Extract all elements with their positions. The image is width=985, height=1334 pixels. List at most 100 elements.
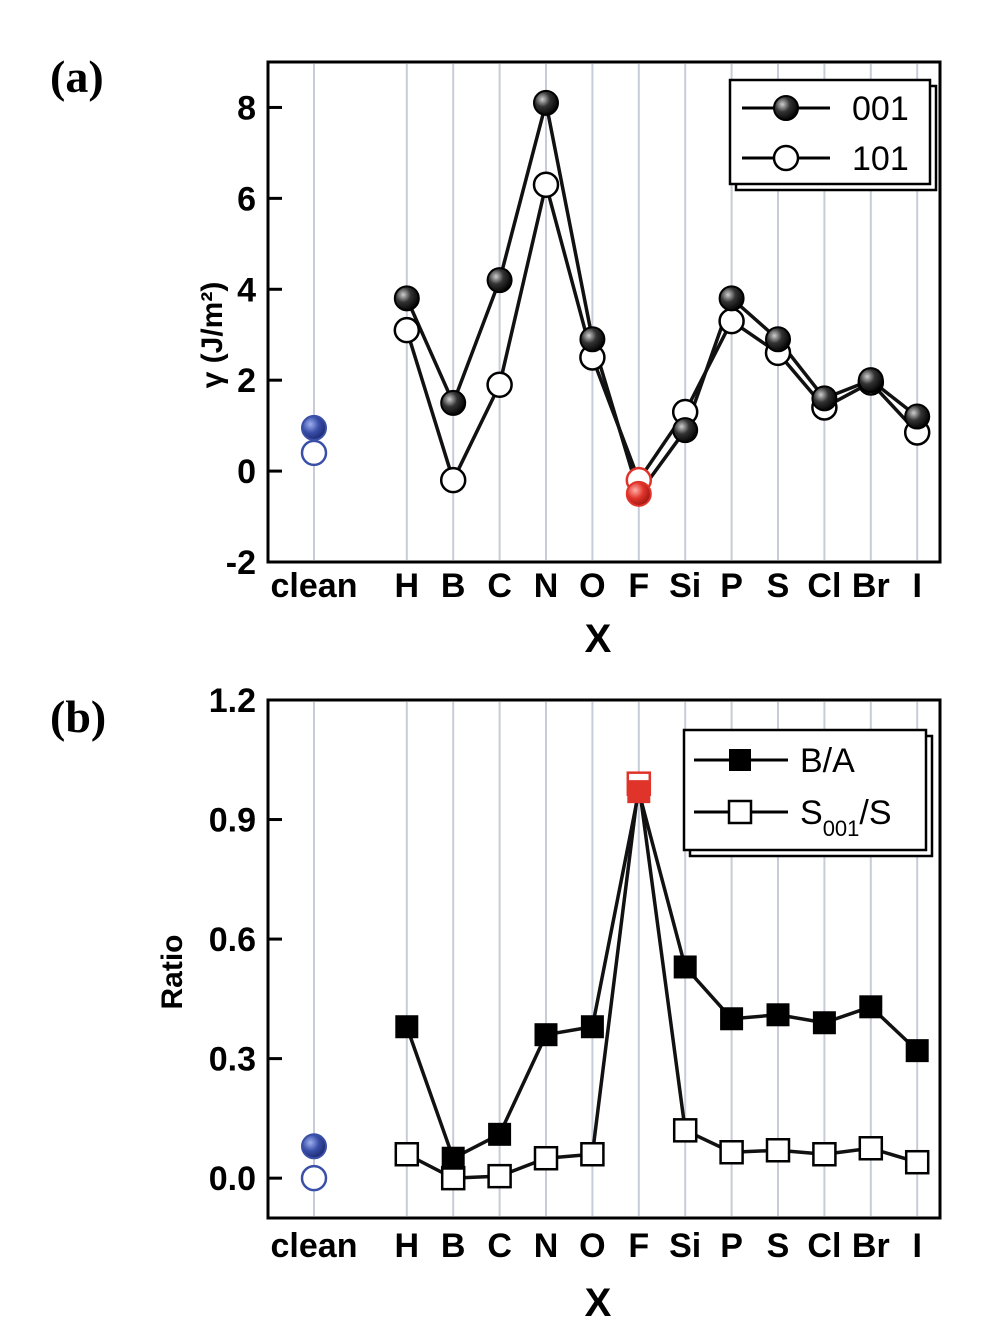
x-tick-label-a: O xyxy=(579,567,605,605)
data-point-a-0-Si xyxy=(672,417,699,444)
data-point-b-0-N xyxy=(534,1023,558,1047)
y-tick-label-a: 0 xyxy=(237,453,256,491)
data-point-b-0-Br xyxy=(859,995,883,1019)
x-tick-label-b: Cl xyxy=(807,1227,841,1265)
x-tick-label-a: S xyxy=(767,567,790,605)
data-point-b-0-B xyxy=(441,1146,465,1170)
points-a xyxy=(300,89,931,507)
x-tick-label-b: Br xyxy=(852,1227,890,1265)
data-point-b-0-C xyxy=(488,1122,512,1146)
panel-label-b: (b) xyxy=(50,691,106,742)
data-point-b-1-H xyxy=(394,1141,420,1167)
legend-label-s001: S001/S xyxy=(800,794,892,841)
data-point-b-0-clean xyxy=(301,1133,327,1160)
x-tick-label-b: N xyxy=(534,1227,559,1265)
y-tick-label-a: 6 xyxy=(237,180,256,218)
legend-marker-s001 xyxy=(727,799,753,825)
legend-label-001: 001 xyxy=(852,90,909,128)
x-tick-label-b: O xyxy=(579,1227,605,1265)
legend-marker-001 xyxy=(773,95,799,121)
data-point-b-1-Si xyxy=(672,1118,698,1143)
data-point-b-1-Cl xyxy=(812,1141,837,1167)
legend-label-101: 101 xyxy=(852,140,909,178)
x-ticks-b: clean H B C N O F Si P S Cl Br I xyxy=(271,1227,922,1265)
data-point-b-1-N xyxy=(533,1145,559,1171)
data-point-a-0-S xyxy=(765,326,791,353)
data-point-a-1-P xyxy=(718,307,745,335)
x-tick-label-b: C xyxy=(487,1227,512,1265)
y-ticks-b: 0.0 0.3 0.6 0.9 1.2 xyxy=(209,682,282,1198)
x-tick-label-b: I xyxy=(912,1227,921,1265)
y-tick-label-a: 2 xyxy=(237,362,256,400)
x-axis-title-a: X xyxy=(585,617,612,661)
x-tick-label-b: S xyxy=(767,1227,790,1265)
data-point-a-1-N xyxy=(532,171,560,198)
data-point-a-0-clean xyxy=(301,414,327,441)
x-tick-label-a: I xyxy=(912,567,921,605)
x-tick-label-a: F xyxy=(628,567,649,605)
data-point-a-1-H xyxy=(393,316,421,344)
y-tick-label-b: 1.2 xyxy=(209,682,256,720)
data-point-b-0-P xyxy=(720,1007,744,1031)
y-tick-label-b: 0.9 xyxy=(209,802,256,840)
x-axis-title-b: X xyxy=(585,1281,612,1325)
data-point-b-1-C xyxy=(487,1163,512,1189)
data-point-a-0-Cl xyxy=(811,385,838,412)
x-tick-label-a: clean xyxy=(271,567,358,605)
y-axis-label-a: γ (J/m²) xyxy=(196,282,229,389)
panel-b: (b) Ratio 0.0 0.3 0.6 0.9 1.2 clean H B C N O F Si P… xyxy=(50,682,942,1325)
y-tick-label-b: 0.3 xyxy=(209,1041,256,1079)
data-point-b-0-Cl xyxy=(812,1011,836,1035)
data-point-b-0-O xyxy=(580,1015,604,1039)
plot-frame-b xyxy=(266,698,942,1220)
y-axis-label-b: Ratio xyxy=(156,935,189,1010)
data-point-b-1-O xyxy=(580,1141,605,1167)
x-tick-label-a: Br xyxy=(852,567,890,605)
plot-frame-a xyxy=(266,60,942,564)
data-point-a-0-P xyxy=(718,285,745,312)
x-tick-label-a: H xyxy=(395,567,420,605)
data-point-a-0-H xyxy=(393,285,420,312)
y-ticks-a: -2 0 2 4 6 8 xyxy=(226,89,282,582)
y-tick-label-b: 0.0 xyxy=(209,1160,256,1198)
x-tick-label-a: Cl xyxy=(807,567,841,605)
x-tick-label-b: P xyxy=(720,1227,743,1265)
data-point-b-1-B xyxy=(440,1165,466,1191)
data-point-b-0-H xyxy=(395,1015,419,1039)
data-point-a-0-C xyxy=(486,267,513,294)
data-point-b-1-Br xyxy=(858,1136,884,1161)
data-point-a-0-N xyxy=(533,89,559,116)
x-tick-label-a: B xyxy=(441,567,466,605)
points-b xyxy=(300,771,930,1192)
data-point-a-0-B xyxy=(440,389,467,416)
panel-label-a: (a) xyxy=(50,51,104,102)
y-tick-label-a: -2 xyxy=(226,544,256,582)
x-tick-label-a: N xyxy=(534,567,559,605)
legend-a: 001 101 xyxy=(728,78,938,192)
data-point-a-1-clean xyxy=(300,439,328,467)
x-ticks-a: clean H B C N O F Si P S Cl Br I xyxy=(271,567,922,605)
legend-box-a xyxy=(728,78,932,186)
data-point-b-1-S xyxy=(765,1138,791,1163)
y-tick-label-b: 0.6 xyxy=(209,921,256,959)
data-point-a-0-I xyxy=(904,403,931,430)
data-point-b-1-clean xyxy=(300,1164,328,1192)
x-tick-label-a: P xyxy=(720,567,743,605)
data-point-b-0-F xyxy=(627,780,651,804)
x-tick-label-a: Si xyxy=(669,567,701,605)
x-tick-label-a: C xyxy=(487,567,512,605)
legend-b: B/A S001/S xyxy=(682,728,934,858)
data-point-b-0-I xyxy=(905,1039,929,1063)
data-point-a-0-Br xyxy=(857,367,884,394)
data-point-b-0-Si xyxy=(673,955,697,979)
data-point-a-0-O xyxy=(579,326,606,353)
x-tick-label-b: Si xyxy=(669,1227,701,1265)
legend-marker-ba xyxy=(729,749,751,771)
data-point-b-0-S xyxy=(766,1003,790,1027)
y-tick-label-a: 4 xyxy=(237,271,256,309)
legend-marker-101 xyxy=(772,144,800,172)
x-tick-label-b: clean xyxy=(271,1227,358,1265)
legend-label-ba: B/A xyxy=(800,742,855,780)
data-point-a-1-B xyxy=(439,466,467,494)
